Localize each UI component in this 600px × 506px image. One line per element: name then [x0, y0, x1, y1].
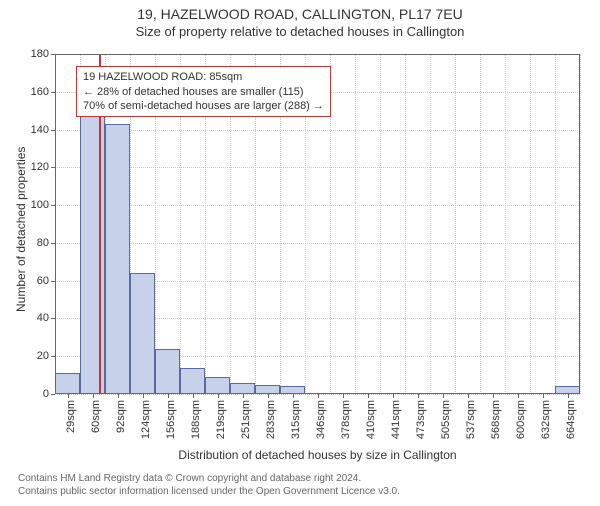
- gridline-h: [55, 167, 580, 168]
- info-line-2: ← 28% of detached houses are smaller (11…: [83, 85, 324, 99]
- x-tick-mark: [243, 394, 244, 398]
- plot-area: 02040608010012014016018029sqm60sqm92sqm1…: [55, 54, 580, 394]
- x-tick-label: 410sqm: [365, 400, 377, 439]
- x-tick-label: 283sqm: [265, 400, 277, 439]
- histogram-bar: [230, 383, 255, 394]
- histogram-bar: [555, 386, 580, 394]
- gridline-v: [430, 54, 431, 394]
- footer-line-1: Contains HM Land Registry data © Crown c…: [18, 472, 584, 485]
- x-tick-label: 315sqm: [290, 400, 302, 439]
- footer-line-2: Contains public sector information licen…: [18, 485, 584, 498]
- histogram-bar: [180, 368, 205, 394]
- x-tick-label: 124sqm: [140, 400, 152, 439]
- x-tick-label: 600sqm: [515, 400, 527, 439]
- gridline-v: [355, 54, 356, 394]
- y-tick-mark: [51, 394, 55, 395]
- gridline-v: [580, 54, 581, 394]
- x-tick-label: 537sqm: [465, 400, 477, 439]
- y-tick-label: 40: [37, 312, 49, 324]
- gridline-v: [480, 54, 481, 394]
- y-tick-label: 0: [43, 388, 49, 400]
- x-tick-label: 29sqm: [65, 400, 77, 433]
- histogram-bar: [205, 377, 230, 394]
- y-tick-label: 120: [31, 161, 49, 173]
- x-tick-label: 219sqm: [215, 400, 227, 439]
- gridline-v: [505, 54, 506, 394]
- y-axis-label: Number of detached properties: [14, 147, 28, 312]
- y-tick-label: 140: [31, 124, 49, 136]
- x-tick-mark: [343, 394, 344, 398]
- y-tick-label: 80: [37, 237, 49, 249]
- x-tick-mark: [293, 394, 294, 398]
- x-tick-label: 346sqm: [315, 400, 327, 439]
- histogram-bar: [105, 124, 130, 394]
- x-tick-label: 156sqm: [165, 400, 177, 439]
- x-tick-mark: [143, 394, 144, 398]
- title-address: 19, HAZELWOOD ROAD, CALLINGTON, PL17 7EU: [0, 6, 600, 22]
- gridline-v: [555, 54, 556, 394]
- x-tick-mark: [218, 394, 219, 398]
- x-tick-mark: [168, 394, 169, 398]
- x-tick-mark: [543, 394, 544, 398]
- x-axis-label: Distribution of detached houses by size …: [55, 448, 580, 462]
- x-tick-mark: [118, 394, 119, 398]
- footer: Contains HM Land Registry data © Crown c…: [18, 472, 584, 498]
- histogram-bar: [55, 373, 80, 394]
- x-tick-mark: [268, 394, 269, 398]
- gridline-h: [55, 243, 580, 244]
- x-tick-label: 60sqm: [90, 400, 102, 433]
- x-tick-mark: [418, 394, 419, 398]
- x-tick-label: 188sqm: [190, 400, 202, 439]
- histogram-bar: [130, 273, 155, 394]
- x-tick-label: 92sqm: [115, 400, 127, 433]
- x-tick-label: 568sqm: [490, 400, 502, 439]
- title-subtitle: Size of property relative to detached ho…: [0, 24, 600, 39]
- x-tick-mark: [93, 394, 94, 398]
- info-line-3: 70% of semi-detached houses are larger (…: [83, 99, 324, 113]
- y-tick-label: 160: [31, 86, 49, 98]
- x-tick-mark: [368, 394, 369, 398]
- gridline-h: [55, 205, 580, 206]
- x-tick-label: 251sqm: [240, 400, 252, 439]
- x-tick-label: 505sqm: [440, 400, 452, 439]
- x-tick-mark: [68, 394, 69, 398]
- x-tick-mark: [493, 394, 494, 398]
- x-tick-mark: [568, 394, 569, 398]
- info-box: 19 HAZELWOOD ROAD: 85sqm ← 28% of detach…: [76, 66, 331, 117]
- gridline-v: [380, 54, 381, 394]
- x-tick-mark: [393, 394, 394, 398]
- x-tick-mark: [318, 394, 319, 398]
- gridline-v: [405, 54, 406, 394]
- gridline-h: [55, 54, 580, 55]
- y-tick-label: 20: [37, 350, 49, 362]
- histogram-bar: [255, 385, 280, 394]
- x-tick-mark: [518, 394, 519, 398]
- x-tick-label: 441sqm: [390, 400, 402, 439]
- x-tick-label: 473sqm: [415, 400, 427, 439]
- figure: 19, HAZELWOOD ROAD, CALLINGTON, PL17 7EU…: [0, 6, 600, 506]
- histogram-bar: [280, 386, 305, 394]
- x-tick-mark: [443, 394, 444, 398]
- y-tick-label: 60: [37, 275, 49, 287]
- x-tick-mark: [193, 394, 194, 398]
- gridline-v: [455, 54, 456, 394]
- x-tick-mark: [468, 394, 469, 398]
- x-tick-label: 632sqm: [540, 400, 552, 439]
- gridline-v: [55, 54, 56, 394]
- y-tick-label: 180: [31, 48, 49, 60]
- y-tick-label: 100: [31, 199, 49, 211]
- histogram-bar: [80, 105, 105, 394]
- x-tick-label: 378sqm: [340, 400, 352, 439]
- info-line-1: 19 HAZELWOOD ROAD: 85sqm: [83, 70, 324, 84]
- x-tick-label: 664sqm: [565, 400, 577, 439]
- gridline-h: [55, 130, 580, 131]
- histogram-bar: [155, 349, 180, 394]
- gridline-v: [530, 54, 531, 394]
